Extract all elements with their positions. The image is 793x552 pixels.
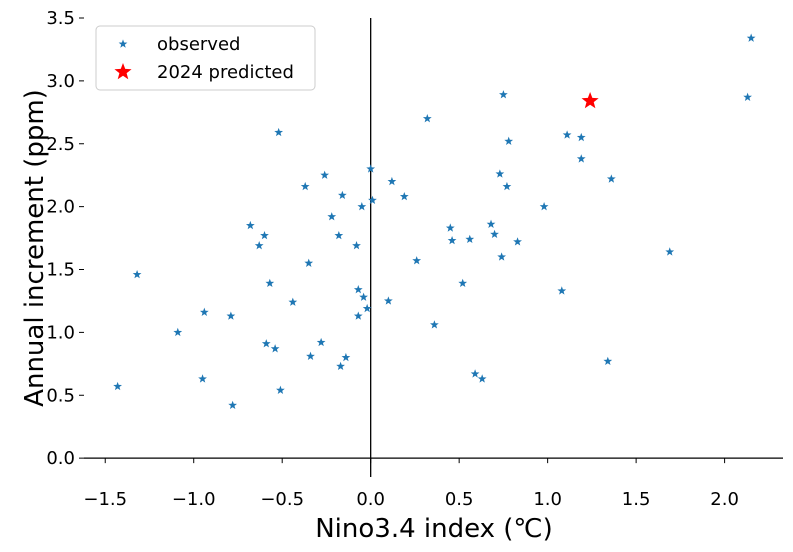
observed-point	[746, 33, 756, 42]
observed-point	[477, 374, 487, 383]
observed-point	[470, 369, 480, 378]
observed-point	[387, 176, 397, 186]
y-axis-title: Annual increment (ppm)	[20, 89, 50, 407]
legend-star-icon	[118, 39, 128, 48]
observed-point	[306, 351, 315, 360]
observed-point	[341, 352, 351, 362]
observed-point	[504, 136, 514, 145]
observed-point	[113, 381, 122, 391]
observed-point	[359, 292, 368, 301]
observed-point	[539, 202, 549, 211]
observed-point	[132, 269, 142, 279]
predicted-point	[581, 92, 599, 109]
observed-point	[743, 92, 752, 101]
x-tick-label: 0.0	[356, 489, 385, 510]
observed-point	[327, 212, 337, 221]
observed-point	[276, 385, 285, 394]
y-tick-label: 3.0	[46, 71, 75, 92]
observed-point	[274, 127, 284, 137]
observed-point	[368, 195, 377, 205]
observed-point	[304, 258, 314, 267]
observed-point	[384, 296, 393, 305]
legend-box	[95, 25, 316, 91]
observed-point	[336, 361, 345, 371]
observed-point	[422, 114, 432, 123]
x-axis-title: Nino3.4 index (℃)	[315, 514, 553, 544]
x-tick-label: −1.5	[83, 489, 127, 510]
observed-point	[288, 297, 298, 306]
observed-point	[412, 256, 422, 265]
observed-point	[198, 374, 207, 383]
observed-point	[502, 181, 512, 191]
observed-point	[497, 252, 507, 261]
observed-point	[254, 241, 264, 250]
x-tick-label: 0.5	[445, 489, 474, 510]
x-tick-label: 2.0	[710, 489, 739, 510]
observed-point	[320, 170, 330, 179]
y-tick-label: 1.0	[46, 322, 75, 343]
legend: observed 2024 predicted	[95, 25, 316, 91]
observed-point	[366, 164, 376, 173]
observed-point	[352, 241, 361, 250]
observed-point	[261, 339, 271, 348]
observed-point	[430, 320, 439, 329]
observed-point	[173, 327, 183, 337]
y-tick-label: 3.5	[46, 8, 75, 29]
observed-point	[245, 220, 255, 230]
x-tick-label: −0.5	[260, 489, 304, 510]
observed-point	[499, 90, 508, 99]
observed-point	[353, 311, 363, 320]
observed-point	[260, 230, 269, 240]
observed-point	[270, 344, 280, 353]
observed-point	[490, 229, 499, 239]
observed-point	[337, 190, 347, 200]
observed-point	[576, 154, 586, 163]
plot-area: −1.5 −1.0 −0.5 0.0 0.5 1.0 1.5 2.0 0.0 0.5 1.0 1.5…	[46, 8, 783, 510]
observed-point	[465, 234, 475, 244]
observed-point	[362, 303, 372, 313]
observed-point	[576, 132, 586, 142]
observed-point	[665, 247, 675, 256]
observed-point	[513, 237, 522, 246]
observed-point	[562, 130, 572, 139]
observed-point	[199, 307, 209, 316]
observed-point	[357, 202, 367, 211]
legend-label-predicted: 2024 predicted	[157, 62, 294, 83]
observed-point	[399, 191, 409, 201]
y-tick-label: 1.5	[46, 260, 75, 281]
x-axis-ticks: −1.5 −1.0 −0.5 0.0 0.5 1.0 1.5 2.0	[83, 458, 739, 510]
y-tick-label: 0.5	[46, 385, 75, 406]
observed-point	[228, 400, 238, 410]
observed-point	[447, 235, 457, 245]
observed-point	[445, 223, 455, 232]
observed-point	[486, 219, 496, 228]
observed-point	[353, 285, 363, 294]
observed-point	[495, 169, 505, 178]
legend-marker-predicted	[114, 63, 132, 80]
observed-point	[265, 278, 275, 288]
observed-point	[458, 278, 468, 288]
x-tick-label: 1.5	[622, 489, 651, 510]
legend-marker-observed	[118, 39, 128, 48]
data-points	[113, 33, 756, 410]
observed-point	[606, 174, 616, 183]
y-tick-label: 2.5	[46, 134, 75, 155]
legend-label-observed: observed	[157, 34, 240, 55]
y-axis-ticks: 0.0 0.5 1.0 1.5 2.0 2.5 3.0 3.5	[46, 8, 84, 469]
y-tick-label: 2.0	[46, 197, 75, 218]
observed-point	[316, 337, 326, 347]
legend-star-icon	[114, 63, 132, 80]
observed-point	[226, 311, 236, 320]
observed-point	[300, 181, 310, 191]
observed-point	[603, 356, 613, 366]
y-tick-label: 0.0	[46, 448, 75, 469]
x-tick-label: −1.0	[172, 489, 216, 510]
observed-point	[557, 286, 567, 295]
x-tick-label: 1.0	[533, 489, 562, 510]
observed-point	[334, 230, 344, 240]
